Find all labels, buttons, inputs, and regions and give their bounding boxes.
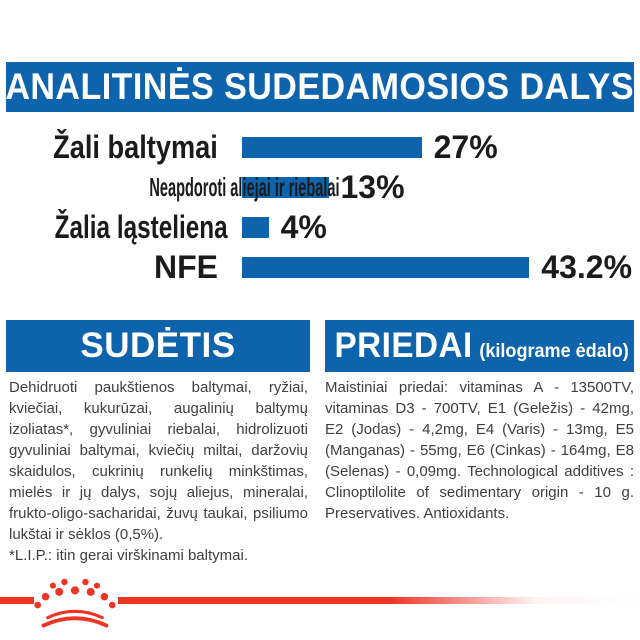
chart-row-nfe: NFE 43.2% bbox=[0, 247, 640, 287]
analytical-constituents-chart: Žali baltymai 27% Neapdoroti aliejai ir … bbox=[0, 127, 640, 287]
bar-crude-protein bbox=[242, 136, 422, 158]
bar-nfe bbox=[242, 256, 530, 278]
chart-category-label: Žalia ląsteliena bbox=[54, 208, 228, 245]
bar-crude-fibre bbox=[242, 216, 269, 238]
footer bbox=[0, 575, 640, 640]
bar-crude-fat bbox=[242, 176, 329, 198]
additives-column: Maistiniai priedai: vitaminas A - 13500T… bbox=[325, 377, 634, 524]
red-rule-right-segment bbox=[118, 597, 640, 604]
analytical-constituents-banner: ANALITINĖS SUDEDAMOSIOS DALYS bbox=[6, 62, 634, 112]
chart-value-label: 4% bbox=[280, 208, 327, 245]
chart-row-crude-fat: Neapdoroti aliejai ir riebalai 13% bbox=[0, 167, 640, 207]
composition-body-text: Dehidruoti paukštienos baltymai, ryžiai,… bbox=[9, 379, 308, 543]
red-rule-left-segment bbox=[0, 597, 34, 604]
chart-value-label: 43.2% bbox=[541, 248, 633, 285]
chart-row-crude-protein: Žali baltymai 27% bbox=[0, 127, 640, 167]
composition-banner: SUDĖTIS bbox=[6, 320, 310, 372]
additives-body-text: Maistiniai priedai: vitaminas A - 13500T… bbox=[325, 379, 634, 522]
chart-value-label: 27% bbox=[433, 128, 498, 165]
chart-value-label: 13% bbox=[340, 168, 405, 205]
composition-title: SUDĖTIS bbox=[80, 326, 236, 365]
chart-category-label: Žali baltymai bbox=[53, 128, 218, 165]
page-title: ANALITINĖS SUDEDAMOSIOS DALYS bbox=[5, 66, 635, 107]
chart-category-label: Neapdoroti aliejai ir riebalai bbox=[149, 171, 340, 202]
additives-title-suffix: (kilograme ėdalo) bbox=[479, 341, 629, 362]
additives-title: PRIEDAI bbox=[334, 326, 473, 365]
additives-banner: PRIEDAI (kilograme ėdalo) bbox=[325, 320, 634, 372]
additives-title-group: PRIEDAI (kilograme ėdalo) bbox=[325, 326, 629, 366]
chart-category-label: NFE bbox=[154, 248, 218, 285]
composition-footnote: *L.I.P.: itin gerai virškinami baltymai. bbox=[9, 547, 248, 564]
chart-row-crude-fibre: Žalia ląsteliena 4% bbox=[0, 207, 640, 247]
composition-column: Dehidruoti paukštienos baltymai, ryžiai,… bbox=[9, 377, 308, 566]
royal-canin-crown-icon bbox=[34, 578, 116, 628]
